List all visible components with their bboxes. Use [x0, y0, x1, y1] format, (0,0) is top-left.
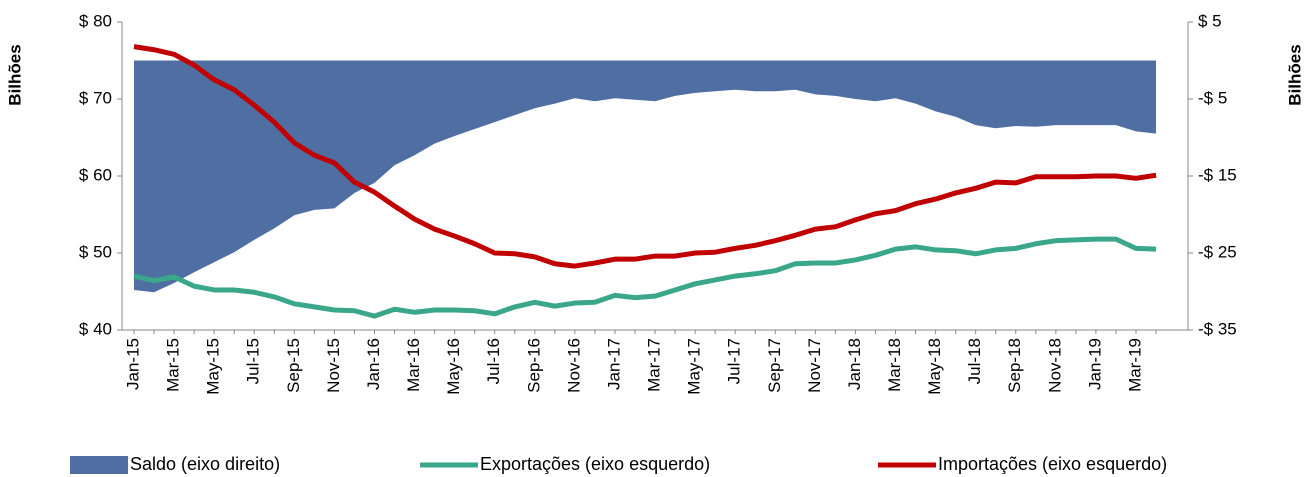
x-tick-label: Jul-18	[965, 338, 984, 384]
x-tick-label: Jul-16	[484, 338, 503, 384]
y-tick-label: $ 50	[79, 242, 112, 261]
y-tick-label: $ 40	[79, 319, 112, 338]
x-tick-label: Sep-15	[284, 338, 303, 393]
y2-tick-label: -$ 5	[1198, 88, 1227, 107]
x-tick-label: Nov-15	[324, 338, 343, 393]
line	[133, 44, 1157, 269]
legend-label: Saldo (eixo direito)	[130, 454, 280, 474]
y2-tick-label: -$ 15	[1198, 165, 1237, 184]
x-tick-label: May-17	[685, 338, 704, 395]
y-tick-label: $ 60	[79, 165, 112, 184]
y-axis-title: Bilhões	[5, 44, 24, 105]
x-tick-label: May-15	[204, 338, 223, 395]
x-tick-label: Mar-17	[645, 338, 664, 392]
y2-tick-label: $ 5	[1198, 11, 1222, 30]
x-tick-label: Jan-16	[364, 338, 383, 390]
x-tick-label: Sep-17	[765, 338, 784, 393]
y-tick-label: $ 80	[79, 11, 112, 30]
x-tick-label: Jan-19	[1085, 338, 1104, 390]
y2-tick-label: -$ 25	[1198, 242, 1237, 261]
x-tick-label: Mar-19	[1125, 338, 1144, 392]
x-tick-label: Jul-15	[244, 338, 263, 384]
x-tick-label: Jan-17	[604, 338, 623, 390]
x-tick-label: Nov-16	[564, 338, 583, 393]
x-tick-label: Mar-18	[885, 338, 904, 392]
x-tick-label: Nov-17	[805, 338, 824, 393]
legend-swatch	[70, 456, 128, 474]
x-tick-label: Jan-18	[845, 338, 864, 390]
line	[133, 236, 1157, 319]
x-tick-label: Sep-18	[1005, 338, 1024, 393]
y-tick-label: $ 70	[79, 88, 112, 107]
y2-axis-title: Bilhões	[1285, 44, 1304, 105]
y2-tick-label: -$ 35	[1198, 319, 1237, 338]
x-tick-label: May-18	[925, 338, 944, 395]
x-tick-label: Mar-15	[164, 338, 183, 392]
x-tick-label: Jul-17	[725, 338, 744, 384]
legend-label: Importações (eixo esquerdo)	[938, 454, 1167, 474]
x-tick-label: Sep-16	[524, 338, 543, 393]
x-tick-label: May-16	[444, 338, 463, 395]
x-tick-label: Jan-15	[123, 338, 142, 390]
legend-label: Exportações (eixo esquerdo)	[480, 454, 710, 474]
area	[134, 60, 1157, 293]
x-tick-label: Mar-16	[404, 338, 423, 392]
x-tick-label: Nov-18	[1045, 338, 1064, 393]
